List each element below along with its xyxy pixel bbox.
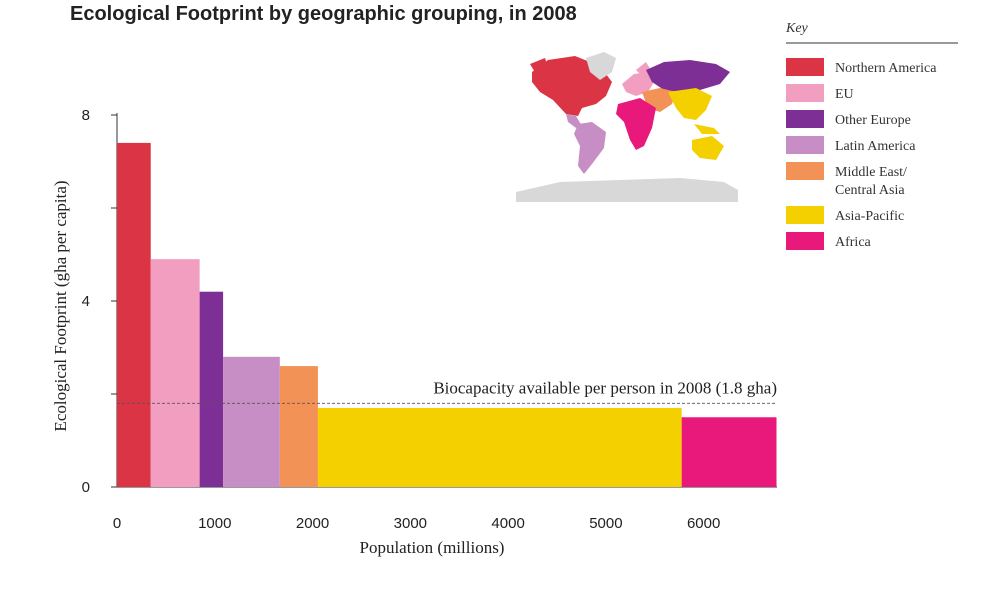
legend-label-latin-america: Latin America bbox=[835, 139, 916, 154]
x-tick-label-1000: 1000 bbox=[198, 515, 231, 532]
map-shape-australia bbox=[692, 136, 724, 160]
legend-label-other-europe: Other Europe bbox=[835, 113, 911, 128]
x-axis-title: Population (millions) bbox=[360, 538, 505, 557]
legend-label-asia-pacific: Asia-Pacific bbox=[835, 209, 904, 224]
x-tick-label-4000: 4000 bbox=[491, 515, 524, 532]
bar-asia-pacific bbox=[317, 407, 682, 487]
map-shape-asia-pacific bbox=[668, 88, 712, 120]
reference-label: Biocapacity available per person in 2008… bbox=[433, 378, 777, 397]
x-tick-label-6000: 6000 bbox=[687, 515, 720, 532]
map-shape-alaska bbox=[530, 58, 548, 74]
legend-swatch-northern-america bbox=[786, 58, 824, 76]
bar-northern-america bbox=[117, 142, 151, 487]
x-tick-label-3000: 3000 bbox=[394, 515, 427, 532]
legend: Key Northern America EU Other Europe Latin … bbox=[785, 21, 958, 250]
legend-title: Key bbox=[785, 21, 809, 36]
reference-group: Biocapacity available per person in 2008… bbox=[117, 378, 777, 404]
y-ticks: 0 4 8 bbox=[82, 107, 117, 496]
map-shape-greenland bbox=[586, 52, 616, 80]
x-tick-label-0: 0 bbox=[113, 515, 121, 532]
map-shape-southeast-asia bbox=[694, 124, 720, 134]
x-ticks: 0 1000 2000 3000 4000 5000 6000 bbox=[113, 515, 721, 532]
map-shape-africa bbox=[616, 98, 656, 150]
y-tick-label-4: 4 bbox=[82, 293, 90, 310]
x-tick-label-2000: 2000 bbox=[296, 515, 329, 532]
chart-title: Ecological Footprint by geographic group… bbox=[70, 3, 577, 25]
map-shape-antarctica bbox=[516, 178, 738, 202]
legend-label-middle-east-central-asia-1: Middle East/ bbox=[835, 165, 907, 180]
legend-swatch-asia-pacific bbox=[786, 206, 824, 224]
world-map bbox=[516, 52, 738, 202]
map-shape-eu bbox=[622, 72, 654, 96]
bars bbox=[117, 142, 777, 487]
legend-swatch-africa bbox=[786, 232, 824, 250]
y-tick-label-0: 0 bbox=[82, 479, 90, 496]
bar-latin-america bbox=[223, 356, 280, 487]
bar-other-europe bbox=[199, 291, 224, 487]
legend-label-africa: Africa bbox=[835, 235, 872, 250]
y-axis-title: Ecological Footprint (gha per capita) bbox=[51, 180, 70, 431]
x-tick-label-5000: 5000 bbox=[589, 515, 622, 532]
bar-middle-east-central-asia bbox=[279, 366, 318, 487]
legend-label-eu: EU bbox=[835, 87, 854, 102]
legend-items: Northern America EU Other Europe Latin Amer… bbox=[786, 58, 937, 250]
legend-label-middle-east-central-asia-2: Central Asia bbox=[835, 183, 905, 198]
map-shape-latin-america bbox=[574, 122, 606, 174]
legend-swatch-other-europe bbox=[786, 110, 824, 128]
legend-swatch-middle-east-central-asia bbox=[786, 162, 824, 180]
legend-swatch-eu bbox=[786, 84, 824, 102]
y-tick-label-8: 8 bbox=[82, 107, 90, 124]
legend-swatch-latin-america bbox=[786, 136, 824, 154]
legend-label-northern-america: Northern America bbox=[835, 61, 937, 76]
bar-eu bbox=[150, 259, 200, 487]
map-shape-other-europe bbox=[646, 60, 730, 92]
bar-africa bbox=[681, 417, 777, 487]
